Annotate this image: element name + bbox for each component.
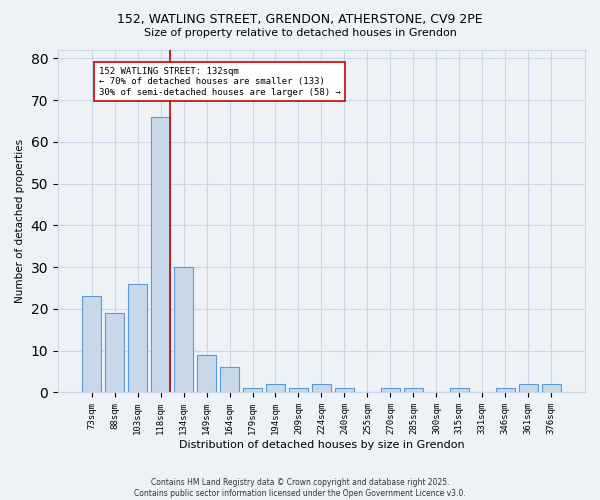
Text: 152, WATLING STREET, GRENDON, ATHERSTONE, CV9 2PE: 152, WATLING STREET, GRENDON, ATHERSTONE… (117, 12, 483, 26)
Bar (542, 384, 561, 392)
Bar (404, 388, 423, 392)
Text: 152 WATLING STREET: 132sqm
← 70% of detached houses are smaller (133)
30% of sem: 152 WATLING STREET: 132sqm ← 70% of deta… (98, 66, 340, 96)
Bar (174, 267, 193, 392)
Bar (311, 384, 331, 392)
Bar (151, 117, 170, 392)
Bar (518, 384, 538, 392)
Bar (266, 384, 285, 392)
Bar (220, 368, 239, 392)
Bar (380, 388, 400, 392)
Bar (105, 313, 124, 392)
Bar (82, 296, 101, 392)
Bar (243, 388, 262, 392)
X-axis label: Distribution of detached houses by size in Grendon: Distribution of detached houses by size … (179, 440, 464, 450)
Bar (197, 355, 217, 393)
Text: Contains HM Land Registry data © Crown copyright and database right 2025.
Contai: Contains HM Land Registry data © Crown c… (134, 478, 466, 498)
Text: Size of property relative to detached houses in Grendon: Size of property relative to detached ho… (143, 28, 457, 38)
Bar (128, 284, 148, 393)
Bar (335, 388, 354, 392)
Bar (496, 388, 515, 392)
Y-axis label: Number of detached properties: Number of detached properties (15, 139, 25, 304)
Bar (289, 388, 308, 392)
Bar (449, 388, 469, 392)
